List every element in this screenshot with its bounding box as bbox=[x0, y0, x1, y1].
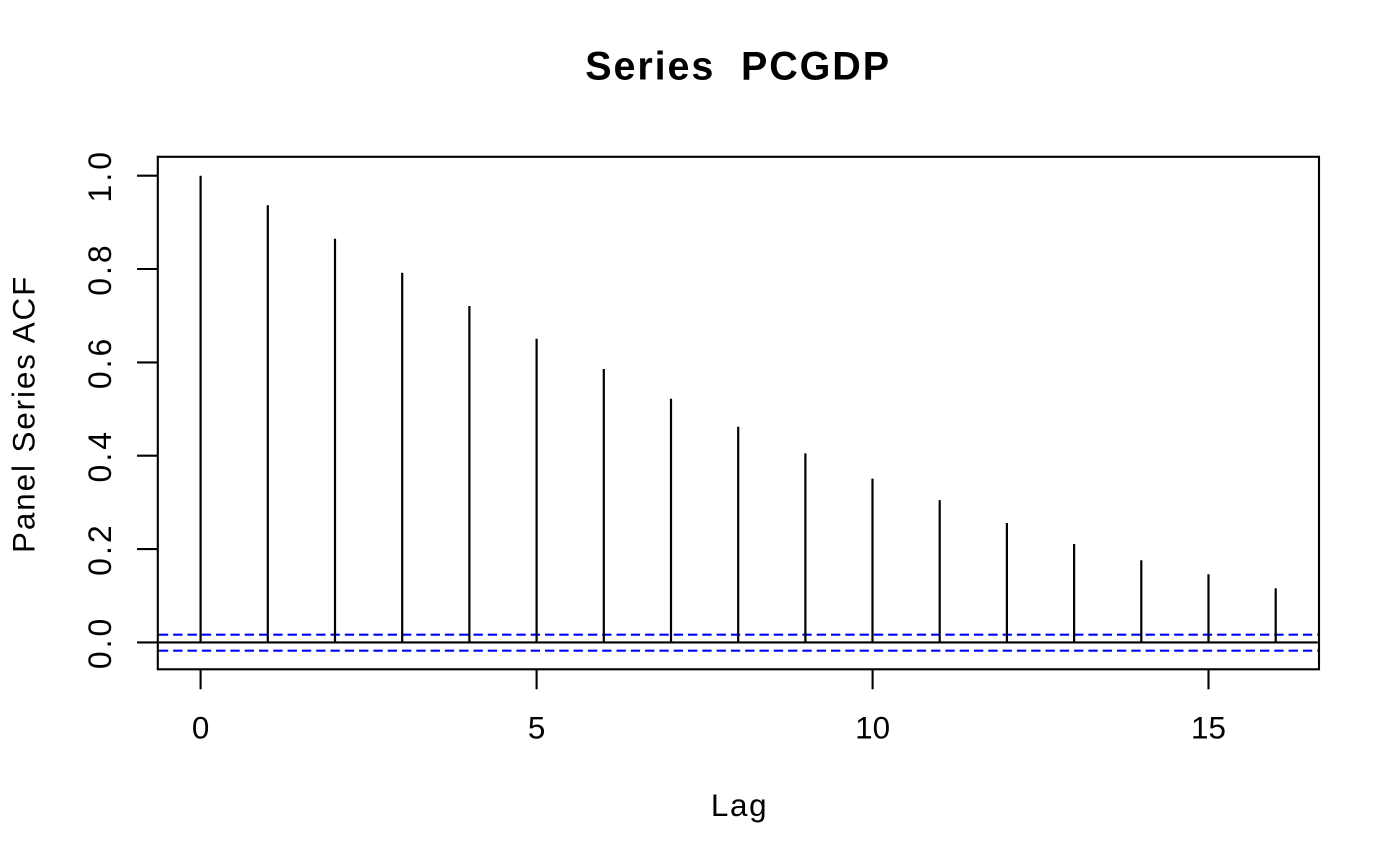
svg-text:1.0: 1.0 bbox=[82, 149, 118, 202]
svg-text:15: 15 bbox=[1191, 711, 1226, 746]
svg-text:0.4: 0.4 bbox=[82, 429, 118, 482]
svg-text:Series PCGDP: Series PCGDP bbox=[585, 44, 891, 88]
svg-text:5: 5 bbox=[528, 711, 545, 746]
svg-text:0.8: 0.8 bbox=[82, 242, 118, 295]
svg-text:0.6: 0.6 bbox=[82, 336, 118, 389]
svg-text:0.2: 0.2 bbox=[82, 522, 118, 575]
svg-text:0: 0 bbox=[192, 711, 209, 746]
svg-text:Lag: Lag bbox=[711, 788, 768, 823]
svg-text:0.0: 0.0 bbox=[82, 616, 118, 669]
svg-text:10: 10 bbox=[855, 711, 890, 746]
svg-text:Panel Series ACF: Panel Series ACF bbox=[6, 275, 41, 553]
